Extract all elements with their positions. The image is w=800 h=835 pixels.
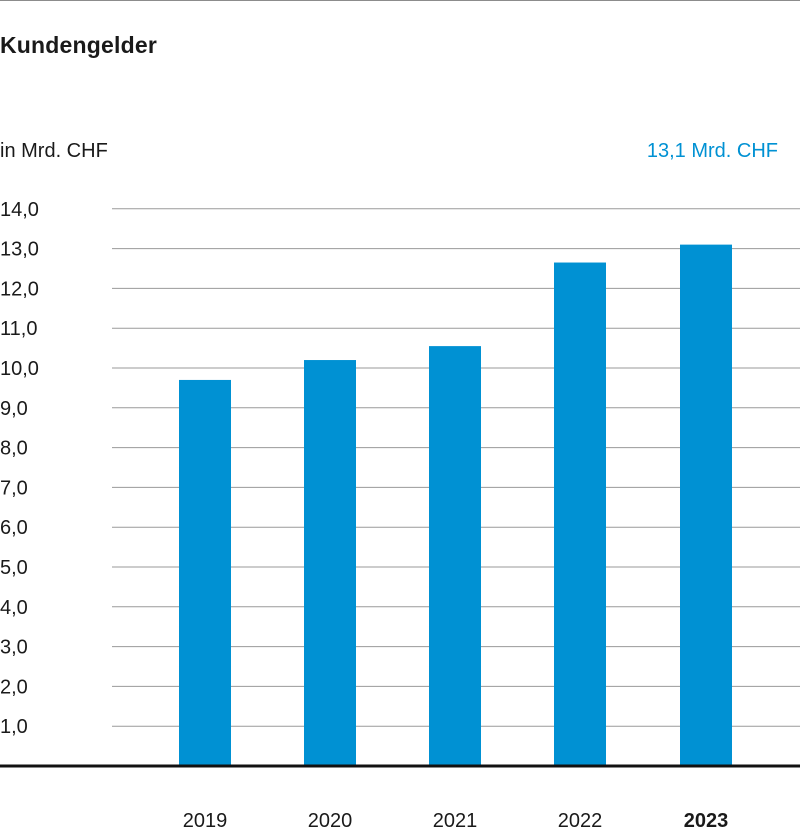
y-axis-ticks: 1,0 2,0 3,0 4,0 5,0 6,0 7,0 8,0 9,0 10,0 11,0 12,0 1… [0,199,39,738]
y-tick-label: 13,0 [0,239,39,261]
bar-2021 [429,346,481,766]
y-tick-label: 4,0 [0,597,28,619]
y-tick-label: 14,0 [0,199,39,221]
y-tick-label: 7,0 [0,477,28,499]
y-tick-label: 10,0 [0,358,39,380]
x-tick-label: 2022 [558,810,603,832]
x-axis-labels: 2019 2020 2021 2022 2023 [183,810,729,832]
y-tick-label: 9,0 [0,398,28,420]
highlight-value-label: 13,1 Mrd. CHF [646,140,778,162]
bar-2019 [179,379,231,766]
unit-label: in Mrd. CHF [0,140,108,162]
chart-title: Kundengelder [0,32,158,58]
y-tick-label: 1,0 [0,716,28,738]
y-tick-label: 12,0 [0,278,39,300]
y-tick-label: 11,0 [0,318,37,340]
bar-2020 [304,360,356,766]
y-tick-label: 2,0 [0,676,28,698]
x-tick-label: 2019 [183,810,228,832]
x-tick-label: 2021 [433,810,478,832]
y-tick-label: 3,0 [0,637,28,659]
x-tick-label: 2020 [308,810,353,832]
y-tick-label: 5,0 [0,557,28,579]
bars [179,244,732,766]
top-rule [0,0,800,1]
bar-2023 [680,244,732,766]
y-tick-label: 6,0 [0,517,28,539]
x-tick-label: 2023 [684,810,729,832]
bar-2022 [554,262,606,766]
y-tick-label: 8,0 [0,438,28,460]
